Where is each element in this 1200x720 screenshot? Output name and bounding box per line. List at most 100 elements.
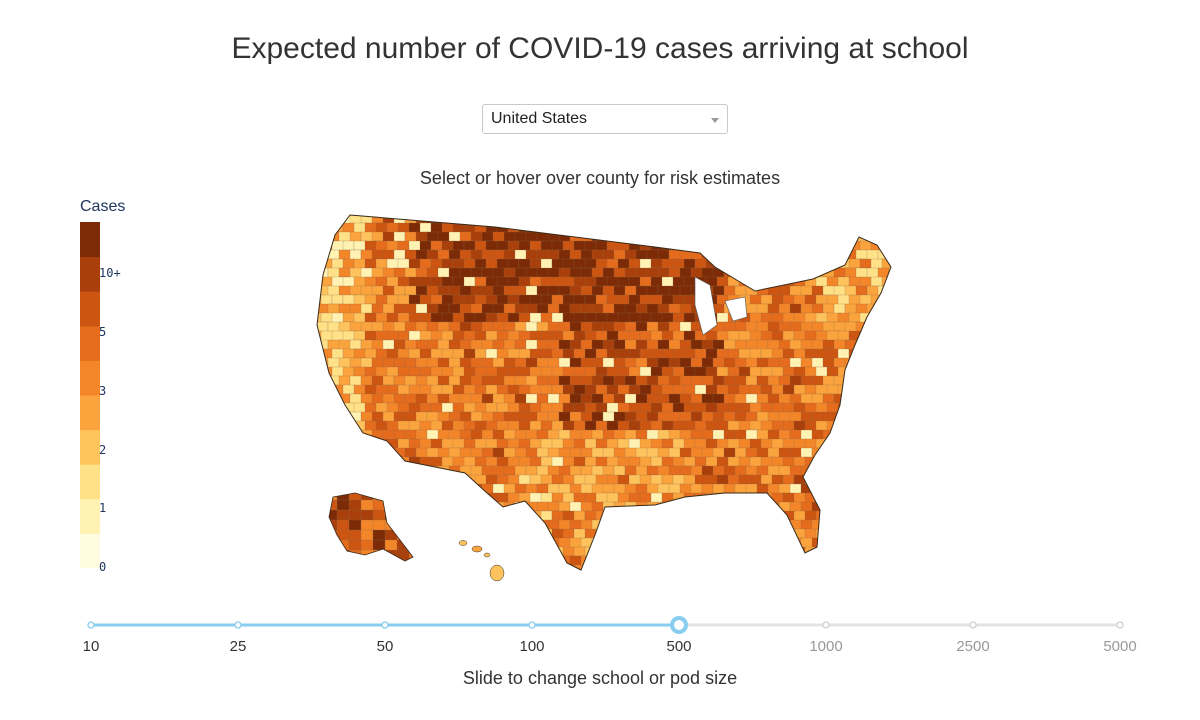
county[interactable] [783,205,796,214]
county[interactable] [547,411,560,422]
county[interactable] [602,483,616,494]
county[interactable] [448,483,462,495]
county[interactable] [375,474,389,487]
county[interactable] [683,222,698,233]
county[interactable] [793,366,807,377]
county[interactable] [877,465,890,478]
county[interactable] [562,420,576,432]
county[interactable] [844,267,858,279]
county[interactable] [536,375,549,387]
county[interactable] [848,564,864,575]
county[interactable] [712,214,727,225]
county[interactable] [844,519,859,530]
county[interactable] [384,499,399,512]
county[interactable] [602,357,615,369]
county[interactable] [327,465,342,476]
county[interactable] [767,555,782,567]
county[interactable] [888,501,901,514]
county[interactable] [837,205,851,216]
county[interactable] [317,375,330,387]
county[interactable] [331,546,346,558]
county[interactable] [317,574,328,585]
county[interactable] [822,465,838,477]
county[interactable] [745,501,761,512]
county[interactable] [639,402,653,414]
county[interactable] [745,267,761,279]
county[interactable] [661,276,675,288]
county[interactable] [452,205,467,217]
county[interactable] [459,357,473,369]
county[interactable] [485,474,499,486]
county[interactable] [855,393,869,405]
slider-dot[interactable] [822,621,830,629]
county[interactable] [683,438,697,450]
county[interactable] [724,574,738,584]
county[interactable] [723,501,738,514]
county[interactable] [679,537,695,548]
county[interactable] [877,375,890,387]
county[interactable] [336,559,351,571]
county[interactable] [613,357,627,369]
county[interactable] [683,564,696,576]
county[interactable] [672,222,687,234]
county[interactable] [613,231,626,244]
county[interactable] [782,366,796,377]
county[interactable] [859,546,874,559]
county[interactable] [386,492,402,503]
county[interactable] [437,285,451,296]
county[interactable] [624,555,639,566]
county[interactable] [672,492,686,504]
county[interactable] [353,474,367,487]
county[interactable] [591,411,604,423]
county[interactable] [866,537,881,549]
county[interactable] [668,537,681,550]
county[interactable] [325,490,339,502]
county[interactable] [771,312,785,324]
county[interactable] [360,357,374,369]
county[interactable] [481,357,495,369]
county[interactable] [397,456,411,469]
county[interactable] [870,438,884,450]
county[interactable] [474,510,489,522]
county[interactable] [430,205,445,216]
county[interactable] [470,429,484,441]
county[interactable] [859,420,873,431]
county[interactable] [738,456,752,467]
county[interactable] [727,492,742,504]
county[interactable] [306,357,320,369]
county[interactable] [386,456,400,469]
county[interactable] [822,303,835,315]
county[interactable] [716,456,729,468]
county[interactable] [331,312,345,324]
county[interactable] [800,303,814,315]
county[interactable] [881,348,893,361]
county[interactable] [723,429,736,440]
county[interactable] [672,474,686,486]
county[interactable] [628,384,641,396]
county[interactable] [595,258,609,270]
county[interactable] [547,555,561,568]
county[interactable] [404,501,417,514]
county[interactable] [855,483,869,496]
county[interactable] [723,447,737,459]
county[interactable] [448,411,462,422]
county[interactable] [325,539,339,552]
county[interactable] [617,510,632,522]
county[interactable] [628,205,641,216]
county[interactable] [503,555,519,567]
county[interactable] [833,231,849,243]
county[interactable] [306,429,320,441]
county[interactable] [690,429,704,440]
county[interactable] [805,205,817,214]
county[interactable] [893,349,904,358]
county[interactable] [514,429,527,441]
county[interactable] [591,267,605,279]
county[interactable] [507,510,522,523]
county[interactable] [738,258,752,270]
county[interactable] [833,357,846,368]
county[interactable] [822,393,835,404]
county[interactable] [877,214,890,224]
county[interactable] [859,510,873,522]
county[interactable] [848,205,863,216]
county[interactable] [877,393,891,405]
